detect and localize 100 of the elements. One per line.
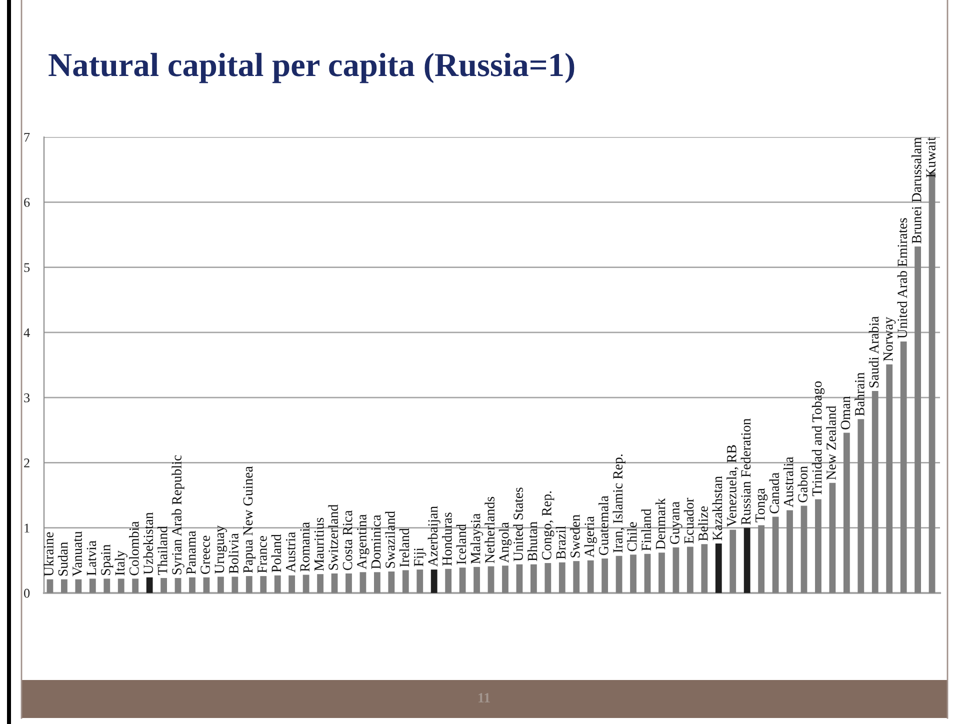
- bar: [914, 246, 922, 593]
- x-tick-label: Thailand: [157, 526, 168, 575]
- bar: [474, 566, 480, 593]
- x-tick-label: Sweden: [570, 514, 580, 558]
- bar: [800, 506, 808, 593]
- bar: [630, 554, 636, 593]
- x-tick-label: Colombia: [129, 521, 139, 576]
- x-tick-label: Denmark: [655, 498, 666, 550]
- x-tick-label: Ecuador: [684, 498, 694, 544]
- bar: [217, 576, 224, 593]
- bar: [886, 364, 893, 593]
- y-tick-label: 1: [24, 524, 30, 532]
- x-tick-label: United Arab Emirates: [897, 218, 908, 338]
- x-tick-label: Honduras: [442, 512, 452, 566]
- bar: [744, 528, 750, 593]
- x-tick-label: Panama: [186, 530, 196, 574]
- x-tick-label: France: [258, 536, 267, 573]
- x-tick-label: Costa Rica: [342, 510, 352, 570]
- x-tick-label: Norway: [884, 316, 896, 362]
- x-tick-label: Belize: [698, 506, 708, 541]
- x-tick-label: Swaziland: [385, 511, 395, 568]
- x-tick-label: Austria: [286, 532, 296, 572]
- bar: [772, 516, 779, 593]
- bar: [872, 391, 878, 593]
- x-tick-label: Ireland: [399, 528, 410, 567]
- bar: [587, 560, 594, 593]
- x-tick-label: Congo, Rep.: [542, 491, 554, 560]
- x-tick-label: Vanuatu: [72, 531, 82, 576]
- bar: [715, 543, 722, 593]
- x-tick-label: Kuwait: [926, 137, 936, 178]
- bar: [104, 578, 110, 593]
- x-tick-label: Bolivia: [228, 533, 238, 574]
- x-tick-label: New Zealand: [826, 406, 836, 480]
- bar: [46, 579, 54, 593]
- bar: [786, 510, 793, 593]
- bar: [530, 564, 537, 593]
- x-tick-label: Angola: [498, 522, 512, 563]
- bar: [445, 568, 452, 593]
- x-tick-label: Syrian Arab Republic: [172, 455, 184, 574]
- x-tick-label: Algeria: [584, 516, 597, 558]
- x-tick-label: Trinidad and Tobago: [812, 381, 825, 496]
- bar: [260, 576, 267, 593]
- x-tick-label: Netherlands: [484, 496, 494, 564]
- bar: [829, 482, 836, 593]
- y-tick-label: 0: [24, 588, 30, 598]
- x-tick-label: Finland: [641, 508, 651, 551]
- x-tick-label: Bahrain: [854, 372, 864, 416]
- x-tick-label: Oman: [840, 396, 850, 430]
- bar: [701, 544, 708, 593]
- bar: [302, 574, 310, 593]
- y-tick-label: 7: [24, 132, 30, 142]
- bar: [232, 576, 238, 593]
- x-tick-label: Chile: [626, 522, 637, 552]
- bar: [75, 579, 82, 593]
- x-tick-label: Venezuela, RB: [726, 445, 738, 527]
- bar: [658, 552, 665, 593]
- x-tick-label: Brazil: [556, 526, 566, 560]
- x-tick-label: Papua New Guinea: [243, 466, 256, 573]
- x-tick-label: Dominica: [371, 514, 381, 569]
- x-tick-label: Fiji: [414, 548, 426, 566]
- x-tick-label: Uruguay: [214, 525, 227, 574]
- bar: [374, 572, 380, 593]
- bar: [402, 570, 409, 593]
- bar: [672, 547, 680, 593]
- y-tick-label: 3: [24, 393, 30, 402]
- x-tick-label: Greece: [200, 536, 210, 574]
- x-tick-label: Switzerland: [328, 504, 338, 570]
- x-tick-label: Iran, Islamic Rep.: [612, 454, 626, 553]
- bar: [346, 573, 352, 593]
- x-tick-label: Ukraine: [44, 532, 54, 576]
- bar: [189, 577, 196, 593]
- x-tick-label: Gabon: [798, 466, 808, 502]
- x-tick-label: Poland: [271, 534, 282, 572]
- bar: [174, 578, 182, 593]
- x-tick-label: Guyana: [670, 502, 682, 544]
- bar: [644, 554, 651, 593]
- bar: [616, 556, 622, 593]
- bar: [288, 575, 296, 593]
- x-tick-label: Azerbaijan: [428, 506, 440, 567]
- bar: [317, 574, 324, 593]
- x-tick-label: Bhutan: [527, 522, 538, 562]
- x-tick-label: United States: [513, 488, 523, 562]
- bar: [900, 342, 907, 593]
- bar: [132, 578, 139, 593]
- x-tick-label: Mauritius: [314, 518, 324, 571]
- bar: [360, 572, 366, 593]
- bar: [730, 530, 736, 593]
- x-tick-label: Uzbekistan: [143, 512, 154, 574]
- bar: [502, 566, 508, 593]
- bar: [274, 575, 281, 593]
- bar: [331, 573, 338, 593]
- x-tick-label: Spain: [101, 544, 114, 575]
- bar: [516, 564, 523, 593]
- x-tick-label: Saudi Arabia: [868, 316, 879, 388]
- y-tick-label: 2: [24, 458, 30, 468]
- x-tick-label: Iceland: [456, 524, 466, 564]
- bar: [246, 576, 252, 593]
- x-tick-label: Italy: [114, 550, 128, 576]
- x-tick-label: Sudan: [58, 542, 68, 576]
- bar: [203, 577, 210, 593]
